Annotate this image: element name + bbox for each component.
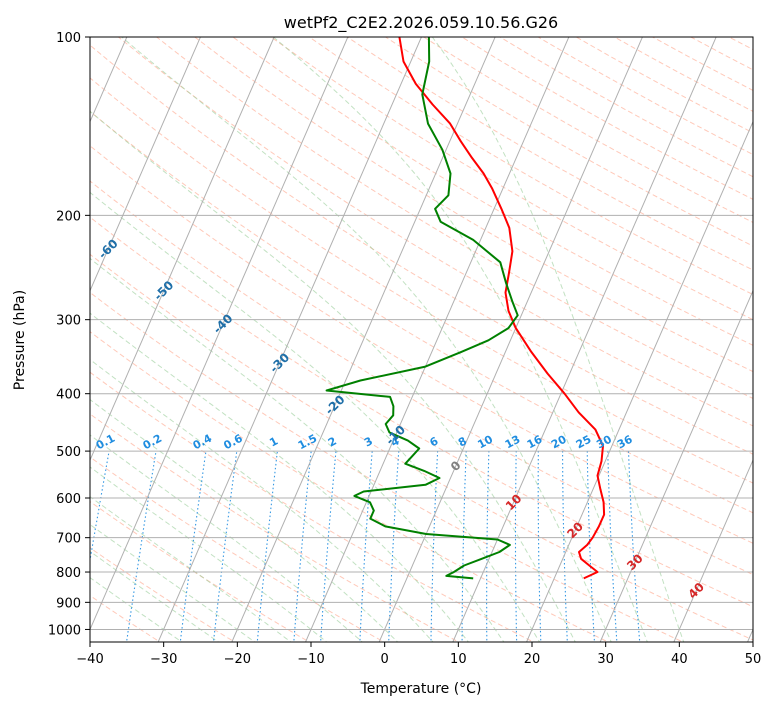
y-tick-label: 500 [56, 445, 81, 460]
y-tick-label: 900 [56, 596, 81, 611]
x-tick-label: −30 [150, 652, 177, 667]
x-tick-label: 50 [745, 652, 762, 667]
x-tick-label: 40 [671, 652, 688, 667]
y-tick-label: 1000 [48, 623, 81, 638]
chart-title: wetPf2_C2E2.2026.059.10.56.G26 [284, 13, 558, 33]
x-tick-label: −10 [297, 652, 324, 667]
y-axis-label: Pressure (hPa) [12, 290, 28, 390]
y-tick-label: 100 [56, 31, 81, 46]
y-tick-label: 400 [56, 388, 81, 403]
y-tick-label: 300 [56, 314, 81, 329]
y-tick-label: 800 [56, 566, 81, 581]
x-axis-label: Temperature (°C) [360, 681, 482, 697]
y-tick-label: 700 [56, 532, 81, 547]
y-tick-label: 200 [56, 209, 81, 224]
x-tick-label: 20 [524, 652, 541, 667]
x-tick-label: −40 [76, 652, 103, 667]
y-tick-label: 600 [56, 492, 81, 507]
x-tick-label: 30 [597, 652, 614, 667]
x-tick-label: 0 [381, 652, 389, 667]
plot-background [90, 37, 753, 642]
x-tick-label: 10 [450, 652, 467, 667]
x-tick-label: −20 [224, 652, 251, 667]
